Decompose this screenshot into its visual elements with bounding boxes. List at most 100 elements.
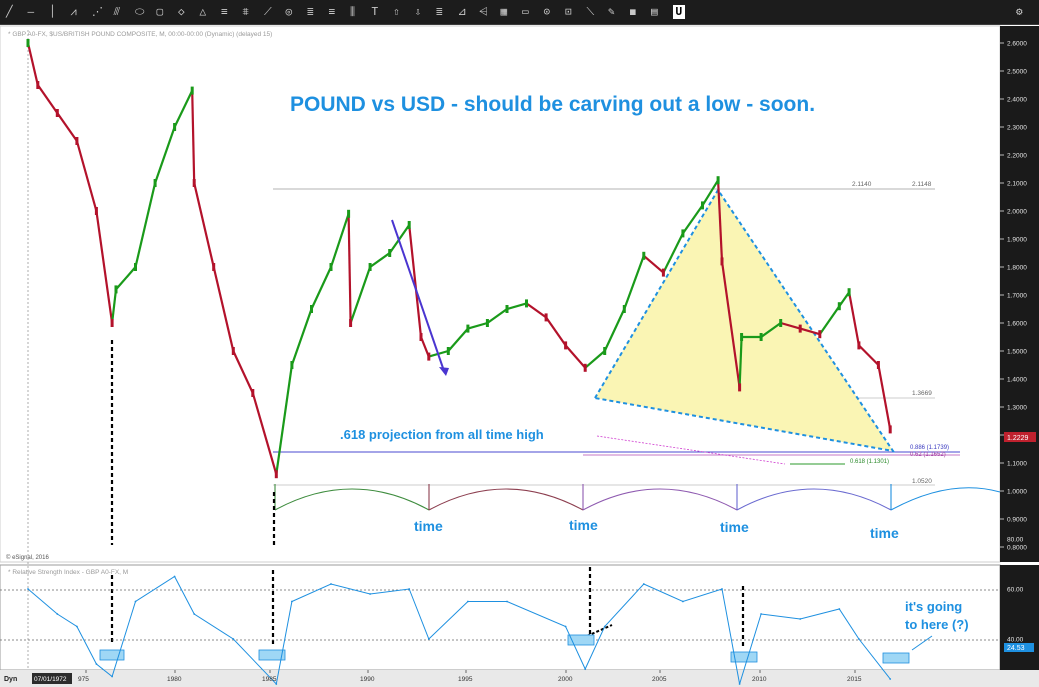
ellipse-tool-icon[interactable]: ▢ — [156, 5, 164, 18]
brush-tool-icon[interactable]: ▦ — [500, 5, 508, 18]
rsi-zone-2016 — [882, 652, 910, 664]
harmonic-triangle[interactable] — [593, 188, 896, 453]
trendline-tool-icon[interactable]: ◎ — [285, 5, 293, 18]
price-point — [349, 319, 353, 327]
measure-tool-icon[interactable]: ⊡ — [565, 5, 572, 18]
down-arrow-head — [439, 367, 449, 376]
cycle-arc-3 — [582, 488, 738, 511]
rsi-axis-panel — [1000, 565, 1039, 670]
price-point — [740, 333, 744, 341]
price-point — [603, 347, 607, 355]
ray-tool-icon[interactable]: — — [27, 5, 35, 18]
price-axis-label: 1.4000 — [1007, 377, 1027, 384]
price-point — [290, 361, 294, 369]
projection-annotation: .618 projection from all time high — [340, 427, 544, 442]
rsi-note-line2: to here (?) — [905, 617, 969, 632]
rsi-point — [232, 638, 235, 640]
rsi-panel[interactable] — [0, 564, 1001, 671]
price-segment — [154, 126, 176, 184]
zoom-tool-icon[interactable]: ⩤ — [479, 5, 488, 18]
current-price-label: 1.2229 — [1007, 435, 1029, 442]
channel-tool-icon[interactable]: ⩨ — [242, 5, 249, 18]
cycle-tool-icon[interactable]: ⟋ — [264, 5, 272, 18]
price-segment — [662, 232, 684, 274]
price-segment — [564, 344, 587, 369]
price-axis-label: 2.2000 — [1007, 153, 1027, 160]
rsi-point — [193, 613, 196, 615]
regression-tool-icon[interactable]: ⬭ — [135, 5, 145, 18]
vline-tool-icon[interactable]: │ — [49, 5, 56, 18]
rsi-point — [889, 678, 892, 680]
cycle-arc-4 — [736, 488, 892, 511]
price-point — [94, 207, 98, 215]
rsi-point — [291, 600, 293, 603]
rsi-zone-2009 — [730, 651, 758, 663]
price-point — [446, 347, 450, 355]
price-point — [661, 268, 665, 277]
price-point — [759, 333, 763, 341]
price-segment — [717, 180, 724, 262]
price-segment — [95, 210, 114, 324]
time-label-3: time — [720, 519, 749, 535]
date-axis-label: 2015 — [847, 676, 862, 683]
price-segment — [545, 316, 567, 347]
price-segment — [799, 327, 821, 336]
date-axis-label: 975 — [78, 676, 89, 683]
layers-tool-icon[interactable]: ⊙ — [543, 5, 551, 18]
price-point — [114, 285, 118, 294]
rsi-point — [799, 618, 802, 620]
fan-tool-icon[interactable]: ⋰ — [92, 5, 103, 18]
text-tool-icon[interactable]: ⇧ — [393, 5, 400, 18]
triangle-tool-icon[interactable]: ≡ — [221, 5, 228, 18]
fib-ext-tool-icon[interactable]: ⫼ — [350, 5, 356, 18]
price-point — [847, 288, 851, 297]
fib-tool-icon[interactable]: ≡ — [328, 5, 336, 18]
price-axis-label: 2.5000 — [1007, 69, 1027, 76]
fib-label-886: 0.886 (1.1739) — [910, 445, 949, 451]
arrow-down-tool-icon[interactable]: ≣ — [436, 5, 443, 18]
price-axis-label: 0.9000 — [1007, 517, 1027, 524]
rectangle-tool-icon[interactable]: ◇ — [178, 5, 185, 18]
price-point — [190, 86, 194, 95]
price-point — [26, 39, 30, 47]
date-axis-label: 1990 — [360, 676, 375, 683]
rsi-point — [603, 625, 606, 628]
date-axis-label: 1995 — [458, 676, 473, 683]
price-segment — [681, 204, 704, 235]
snap-tool-icon[interactable]: ⟍ — [586, 5, 595, 18]
note-tool-icon[interactable]: ⊿ — [457, 5, 467, 18]
gann-tool-icon[interactable]: ⫻ — [113, 5, 121, 18]
level-top-right-label: 2.1148 — [912, 181, 932, 188]
chart-canvas[interactable]: * GBP A0-FX, $US/BRITISH POUND COMPOSITE… — [0, 24, 1039, 687]
price-point — [720, 257, 724, 266]
fib-label-62: 0.62 (1.1652) — [910, 452, 946, 458]
price-axis-label: 1.1000 — [1007, 461, 1027, 468]
rsi-point — [111, 675, 113, 678]
rsi-oversold-zones — [99, 634, 910, 664]
price-segment — [447, 327, 469, 352]
price-segment — [623, 255, 645, 310]
fib-time-tool-icon[interactable]: T — [371, 5, 379, 18]
arrow-up-tool-icon[interactable]: ⇩ — [414, 5, 422, 18]
pencil-tool-icon[interactable]: ✎ — [608, 5, 615, 18]
circle-tool-icon[interactable]: ≣ — [307, 5, 314, 18]
polygon-tool-icon[interactable]: △ — [199, 5, 207, 18]
price-point — [192, 179, 196, 187]
price-panel[interactable] — [0, 25, 1001, 563]
u-tool-icon[interactable]: U — [672, 5, 686, 19]
price-axis-label: 1.8000 — [1007, 265, 1027, 272]
comment-tool-icon[interactable]: ▤ — [651, 5, 658, 18]
price-point — [876, 361, 880, 369]
line-tool-icon[interactable]: ╱ — [6, 5, 13, 18]
grid-tool-icon[interactable]: ▭ — [522, 5, 529, 18]
eraser-tool-icon[interactable]: ◼ — [629, 5, 637, 18]
cursor-date-label: 07/01/1972 — [34, 676, 67, 683]
price-segment — [408, 224, 423, 338]
dyn-mode-label[interactable]: Dyn — [4, 676, 17, 683]
price-point — [134, 263, 137, 271]
price-segment — [36, 84, 59, 114]
pitchfork-tool-icon[interactable]: ⩘ — [70, 5, 77, 18]
price-axis-label: 1.5000 — [1007, 349, 1027, 356]
window-menu-icon[interactable]: ⚙ — [1016, 5, 1023, 18]
